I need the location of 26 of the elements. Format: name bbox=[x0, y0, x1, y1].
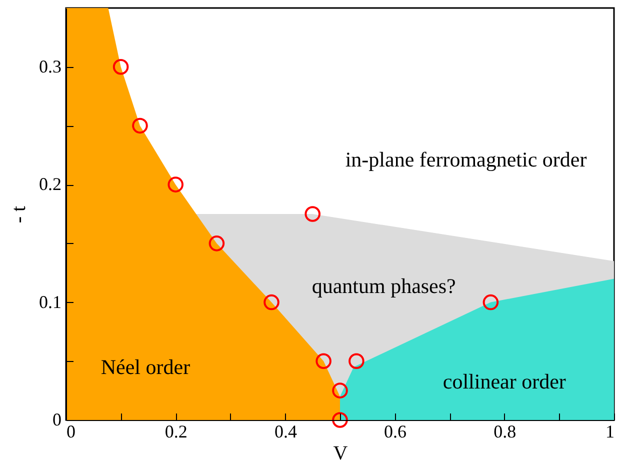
x-axis-title: V bbox=[333, 442, 348, 464]
annotation: in-plane ferromagnetic order bbox=[345, 147, 587, 172]
point bbox=[304, 206, 320, 222]
point bbox=[482, 294, 499, 310]
point bbox=[168, 176, 184, 192]
point bbox=[332, 382, 348, 398]
point bbox=[316, 353, 332, 370]
point bbox=[208, 236, 225, 252]
x-tick-label: 0 bbox=[66, 422, 76, 442]
point bbox=[332, 412, 348, 428]
y-tick-label: 0.1 bbox=[39, 292, 62, 312]
x-tick-label: 1 bbox=[606, 422, 614, 442]
y-axis-title: - t bbox=[8, 205, 30, 224]
y-tick-label: 0.2 bbox=[39, 174, 62, 194]
x-tick-label: 0.6 bbox=[384, 422, 407, 442]
point bbox=[264, 294, 280, 310]
point bbox=[132, 118, 148, 134]
x-tick-label: 0.8 bbox=[494, 422, 516, 442]
y-tick-label: 0.3 bbox=[39, 56, 62, 76]
annotation: quantum phases? bbox=[312, 274, 456, 298]
point bbox=[348, 353, 364, 370]
annotation: collinear order bbox=[442, 370, 566, 394]
point bbox=[112, 58, 129, 75]
x-tick-label: 0.2 bbox=[164, 422, 188, 442]
annotation: Néel order bbox=[100, 355, 190, 380]
x-tick-label: 0.4 bbox=[274, 422, 297, 442]
